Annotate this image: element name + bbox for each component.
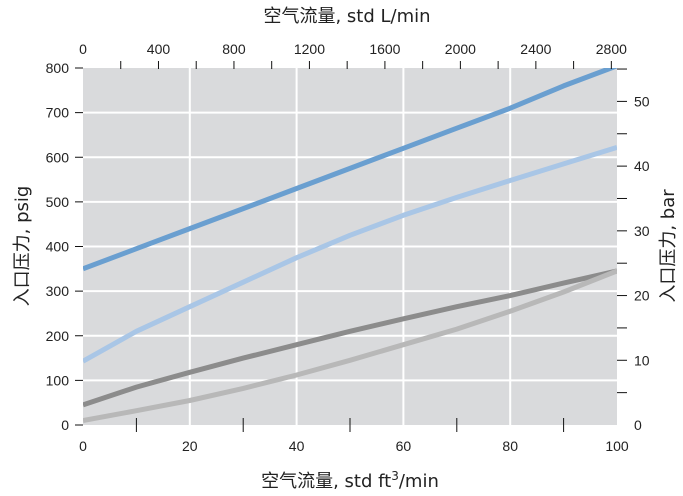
series-line-4 <box>83 268 617 423</box>
y-right-tick-label: 0 <box>634 417 642 433</box>
y-right-tick-label: 40 <box>634 158 650 174</box>
y-right-tick-label: 30 <box>634 223 650 239</box>
x-bottom-tick-label: 0 <box>79 438 87 454</box>
series-layer <box>83 68 617 423</box>
x-top-tick-label: 2800 <box>596 41 627 57</box>
x-top-tick-label: 0 <box>79 41 87 57</box>
x-top-tick-label: 800 <box>222 41 246 57</box>
bottom-axis-title: 空气流量, std ft3/min <box>261 469 439 492</box>
series-line-2 <box>83 145 617 364</box>
bottom-axis-title-tail: /min <box>399 471 439 492</box>
series-line-1 <box>83 68 617 272</box>
x-bottom-tick-label: 60 <box>396 438 412 454</box>
x-bottom-tick-label: 100 <box>605 438 629 454</box>
series-line-3 <box>83 268 617 408</box>
x-top-tick-label: 1200 <box>294 41 325 57</box>
x-bottom-tick-label: 40 <box>289 438 305 454</box>
y-left-tick-label: 0 <box>61 417 69 433</box>
y-left-tick-label: 200 <box>46 328 70 344</box>
y-left-tick-label: 400 <box>46 239 70 255</box>
y-left-tick-label: 100 <box>46 372 70 388</box>
x-top-tick-label: 1600 <box>369 41 400 57</box>
x-top-tick-label: 400 <box>147 41 171 57</box>
y-left-tick-label: 700 <box>46 105 70 121</box>
top-axis-title: 空气流量, std L/min <box>263 6 430 27</box>
y-left-tick-label: 500 <box>46 194 70 210</box>
x-bottom-tick-label: 20 <box>182 438 198 454</box>
left-axis-title: 入口压力, psig <box>12 186 33 307</box>
right-axis-title: 入口压力, bar <box>658 189 679 303</box>
y-left-tick-label: 800 <box>46 60 70 76</box>
grid <box>83 68 617 425</box>
x-top-tick-label: 2000 <box>445 41 476 57</box>
y-right-tick-label: 50 <box>634 93 650 109</box>
y-right-tick-label: 20 <box>634 288 650 304</box>
y-left-tick-label: 300 <box>46 283 70 299</box>
x-top-tick-label: 2400 <box>520 41 551 57</box>
y-right-tick-label: 10 <box>634 352 650 368</box>
bottom-axis-title-base: 空气流量, std ft <box>261 471 391 492</box>
bottom-axis-title-sup: 3 <box>391 469 399 483</box>
y-left-tick-label: 600 <box>46 149 70 165</box>
x-bottom-tick-label: 80 <box>502 438 518 454</box>
